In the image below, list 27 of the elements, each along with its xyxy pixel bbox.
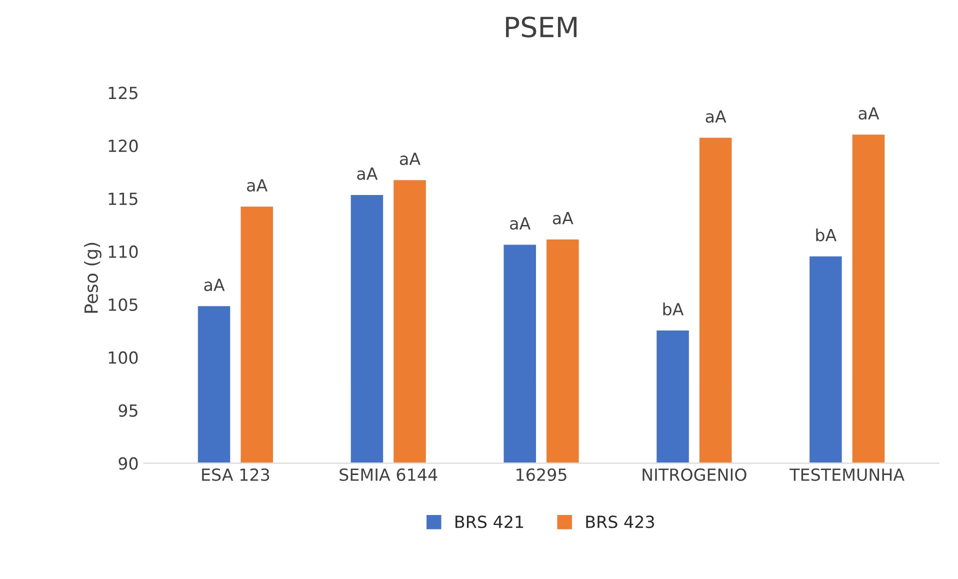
chart-title: PSEM xyxy=(506,16,577,38)
data-label: aA xyxy=(552,212,574,224)
x-tick-label: NITROGENIO xyxy=(642,468,746,481)
data-label: aA xyxy=(204,278,225,292)
x-tick-label: TESTEMUNHA xyxy=(790,468,904,481)
x-tick-label: 16295 xyxy=(516,468,566,481)
data-label: aA xyxy=(706,110,726,123)
legend-label: BRS 421 xyxy=(456,516,524,528)
data-label: bA xyxy=(816,228,837,242)
y-tick-label: 95 xyxy=(118,404,138,417)
y-tick-label: 110 xyxy=(108,245,138,258)
data-label: aA xyxy=(858,107,880,120)
y-tick-label: 120 xyxy=(108,140,138,152)
data-label: aA xyxy=(247,179,268,192)
data-label: aA xyxy=(357,168,378,180)
y-tick-label: 100 xyxy=(108,351,138,364)
x-tick-label: ESA 123 xyxy=(202,468,270,481)
y-tick-label: 115 xyxy=(108,192,138,206)
y-tick-label: 125 xyxy=(108,86,138,100)
legend-label: BRS 423 xyxy=(586,516,654,528)
data-label: bA xyxy=(663,302,684,316)
y-axis-title: Peso (g) xyxy=(84,242,102,313)
y-tick-label: 90 xyxy=(118,457,138,470)
y-tick-label: 105 xyxy=(108,298,138,311)
data-label: aA xyxy=(400,152,420,166)
data-label: aA xyxy=(510,217,531,230)
x-tick-label: SEMIA 6144 xyxy=(340,468,438,481)
